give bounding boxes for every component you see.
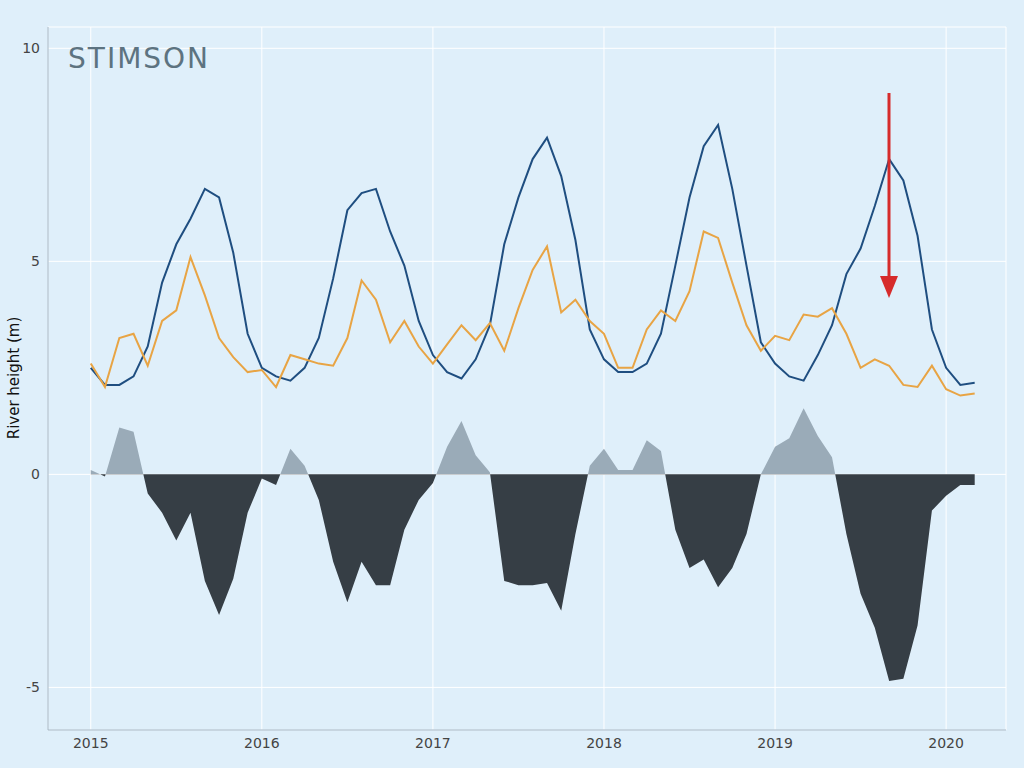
svg-text:2017: 2017 [415,735,451,751]
svg-text:2018: 2018 [586,735,622,751]
svg-text:-5: -5 [26,679,40,695]
html-text:River height (m): River height (m) [5,316,23,440]
svg-text:2020: 2020 [928,735,964,751]
html-text:STIMSON: STIMSON [68,42,211,75]
svg-text:2019: 2019 [757,735,793,751]
svg-text:0: 0 [31,466,40,482]
svg-text:5: 5 [31,253,40,269]
svg-text:2016: 2016 [244,735,280,751]
svg-text:2015: 2015 [73,735,109,751]
svg-text:10: 10 [22,40,40,56]
